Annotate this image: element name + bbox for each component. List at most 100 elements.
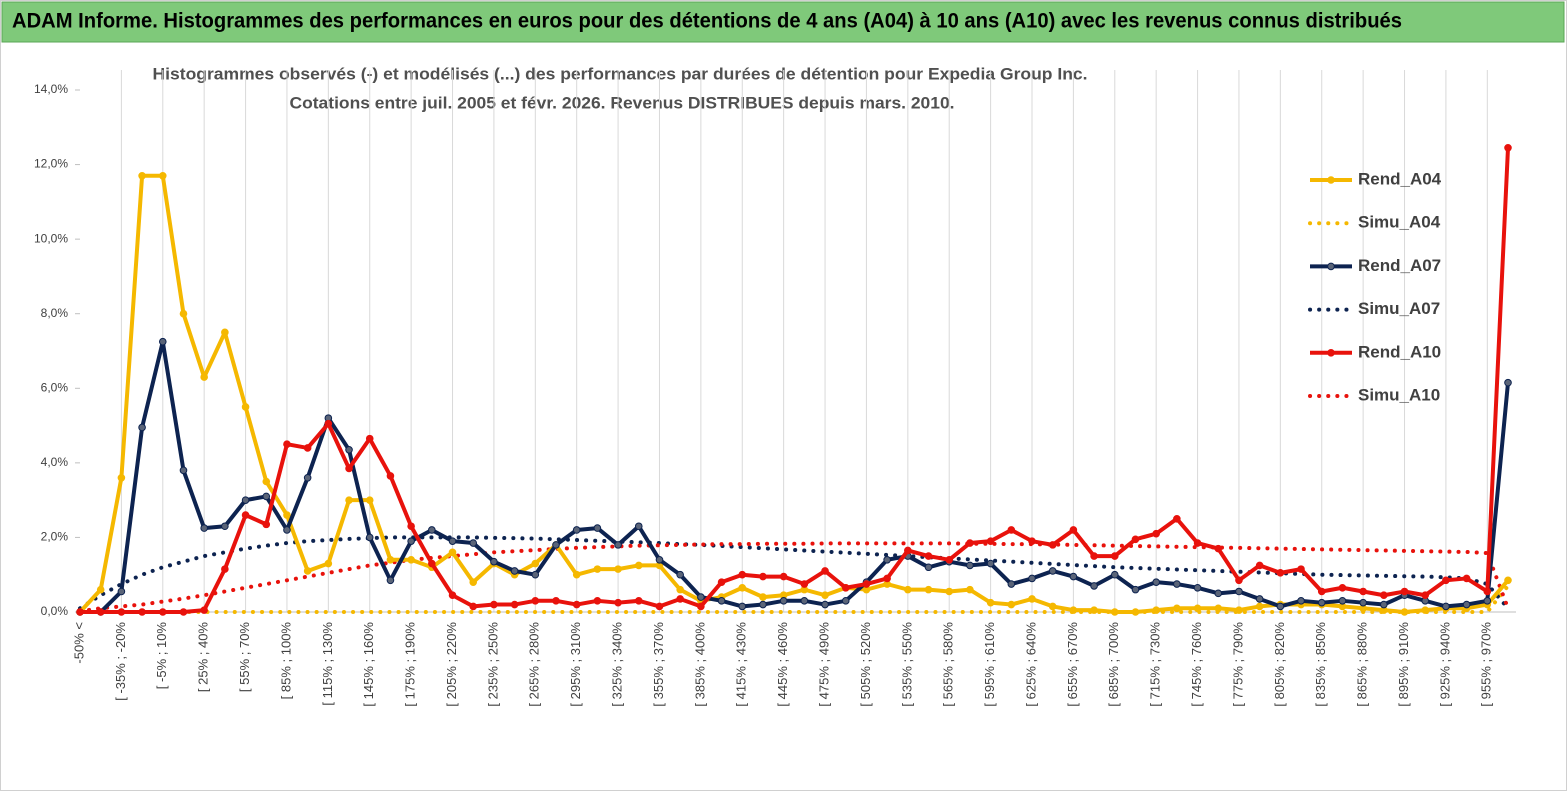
x-tick-label: [ 745% ; 760% bbox=[1189, 622, 1204, 707]
point bbox=[179, 608, 188, 616]
point bbox=[1317, 587, 1326, 596]
x-tick-label: [ 685% ; 700% bbox=[1106, 622, 1121, 707]
point bbox=[1421, 606, 1430, 614]
x-tick-label: [ 865% ; 880% bbox=[1355, 622, 1370, 707]
point bbox=[1214, 544, 1223, 553]
point bbox=[138, 608, 146, 616]
point bbox=[924, 552, 933, 560]
point bbox=[1359, 598, 1367, 607]
point bbox=[221, 522, 229, 531]
point bbox=[1069, 526, 1078, 534]
point bbox=[1028, 537, 1036, 545]
point bbox=[552, 597, 560, 605]
observed-line bbox=[80, 147, 1510, 614]
point bbox=[448, 548, 457, 557]
point bbox=[1317, 598, 1326, 607]
point bbox=[200, 524, 208, 532]
point bbox=[759, 593, 767, 601]
point bbox=[1276, 569, 1285, 577]
point bbox=[386, 472, 395, 480]
point bbox=[1048, 567, 1057, 575]
point bbox=[841, 597, 850, 605]
point bbox=[1152, 529, 1160, 538]
observed-line bbox=[78, 173, 1510, 614]
observed-line bbox=[80, 339, 1510, 614]
x-tick-label: [ 775% ; 790% bbox=[1230, 622, 1245, 707]
point bbox=[1193, 583, 1202, 592]
x-tick-label: [ 355% ; 370% bbox=[651, 622, 666, 707]
point bbox=[1483, 597, 1492, 605]
point bbox=[117, 473, 126, 482]
point bbox=[552, 541, 560, 549]
x-tick-label: [ 655% ; 670% bbox=[1065, 622, 1080, 707]
point bbox=[1131, 608, 1140, 616]
point bbox=[841, 583, 850, 592]
point bbox=[1110, 552, 1119, 560]
point bbox=[779, 597, 788, 605]
chart-title: Histogrammes observés (-) et modélisés (… bbox=[153, 64, 1088, 83]
point bbox=[1131, 585, 1140, 594]
point bbox=[1235, 576, 1243, 585]
point bbox=[1297, 565, 1305, 573]
banner bbox=[1, 1, 1565, 43]
point bbox=[1483, 587, 1492, 596]
point bbox=[469, 602, 478, 611]
legend-marker bbox=[1327, 349, 1335, 357]
point bbox=[1214, 604, 1223, 613]
x-tick-label: [ -35% ; -20% bbox=[113, 622, 128, 701]
point bbox=[510, 567, 519, 575]
point bbox=[1069, 606, 1078, 614]
point bbox=[738, 602, 747, 611]
point bbox=[531, 570, 540, 579]
point bbox=[241, 403, 250, 411]
point bbox=[634, 561, 643, 570]
point bbox=[365, 533, 374, 542]
point bbox=[1193, 539, 1202, 547]
point bbox=[158, 608, 167, 616]
x-tick-label: [ 85% ; 100% bbox=[278, 622, 293, 700]
point bbox=[655, 556, 664, 564]
point bbox=[407, 556, 415, 564]
banner-title: ADAM Informe. Histogrammes des performan… bbox=[12, 10, 1402, 33]
point bbox=[1090, 606, 1098, 614]
point bbox=[1504, 576, 1512, 585]
point bbox=[1173, 514, 1181, 523]
point bbox=[1400, 587, 1409, 596]
x-tick-label: [ 235% ; 250% bbox=[485, 622, 500, 707]
model-line bbox=[78, 535, 1510, 611]
point bbox=[1193, 604, 1202, 613]
point bbox=[345, 464, 353, 473]
point bbox=[138, 423, 146, 432]
point bbox=[924, 563, 933, 572]
point bbox=[800, 597, 809, 605]
point bbox=[448, 591, 457, 600]
y-tick-label: 8,0% bbox=[41, 306, 69, 320]
point bbox=[1173, 580, 1181, 588]
chart-subtitle: Cotations entre juil. 2005 et févr. 2026… bbox=[290, 93, 955, 112]
point bbox=[76, 608, 84, 616]
point bbox=[821, 591, 829, 600]
point bbox=[1255, 595, 1264, 603]
point bbox=[283, 526, 291, 534]
x-tick-label: [ 175% ; 190% bbox=[403, 622, 418, 707]
point bbox=[676, 595, 684, 603]
x-tick-label: [ 445% ; 460% bbox=[775, 622, 790, 707]
point bbox=[138, 171, 146, 180]
point bbox=[510, 600, 519, 609]
point bbox=[1462, 600, 1471, 609]
x-tick-label: [ 535% ; 550% bbox=[899, 622, 914, 707]
point bbox=[1007, 526, 1016, 534]
y-tick-label: 4,0% bbox=[41, 455, 69, 469]
legend-label: Rend_A10 bbox=[1358, 342, 1441, 361]
point bbox=[1297, 597, 1305, 605]
point bbox=[283, 511, 291, 519]
point bbox=[117, 608, 126, 616]
x-tick-label: [ 115% ; 130% bbox=[320, 622, 335, 706]
point bbox=[324, 419, 333, 428]
point bbox=[614, 565, 622, 573]
point bbox=[1007, 580, 1016, 588]
point bbox=[593, 524, 602, 532]
point bbox=[1173, 604, 1181, 613]
point bbox=[303, 473, 312, 482]
